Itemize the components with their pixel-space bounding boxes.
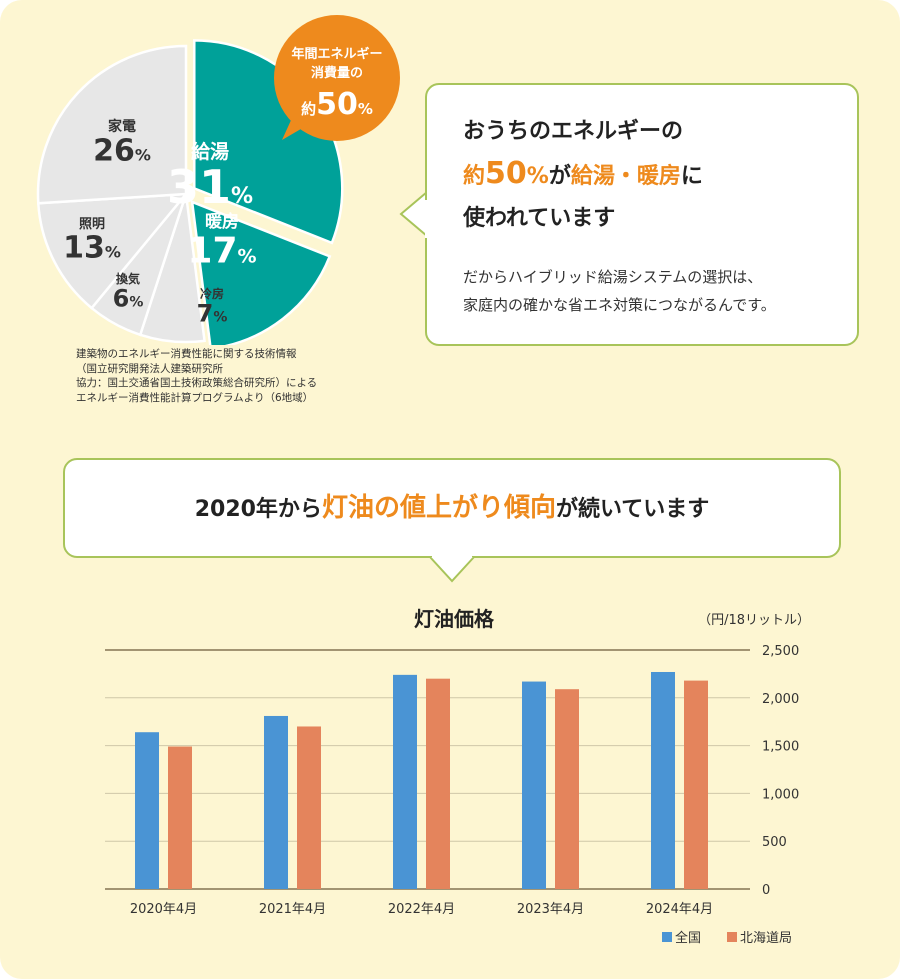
bar-hokkaido xyxy=(297,726,321,889)
source-note: 建築物のエネルギー消費性能に関する技術情報 （国立研究開発法人建築研究所 協力：… xyxy=(76,348,318,404)
x-tick-label: 2023年4月 xyxy=(517,902,584,917)
bar-national xyxy=(393,674,417,889)
x-tick-label: 2021年4月 xyxy=(259,902,326,917)
pie-slice-value: 26% xyxy=(93,133,151,168)
legend-swatch-hokkaido xyxy=(727,932,737,942)
energy-callout: おうちのエネルギーの 約50%が給湯・暖房に 使われています だからハイブリッド… xyxy=(425,83,859,346)
callout1-body-line2: 家庭内の確かな省エネ対策につながるんです。 xyxy=(463,296,776,314)
chart-title: 灯油価格 xyxy=(414,607,495,631)
pie-slice-label: 給湯 xyxy=(191,140,229,163)
callout1-line3: 使われています xyxy=(463,206,616,231)
energy-badge: 年間エネルギー 消費量の 約50% xyxy=(274,15,400,141)
badge-prefix: 約 xyxy=(301,100,316,118)
callout1-pointer-mask xyxy=(425,200,429,238)
pie-slice xyxy=(190,199,332,345)
pie-slice-value: 7% xyxy=(197,300,228,328)
pie-slice-label: 暖房 xyxy=(205,211,239,232)
legend-label-hokkaido: 北海道局 xyxy=(740,931,792,946)
badge-line1: 年間エネルギー xyxy=(291,46,382,62)
y-tick-label: 0 xyxy=(762,883,770,898)
pie-slice-label: 換気 xyxy=(116,271,140,286)
bar-hokkaido xyxy=(684,680,708,889)
callout2-pointer xyxy=(429,555,475,583)
kerosene-callout: 2020年から灯油の値上がり傾向が続いています xyxy=(63,458,841,558)
chart-legend: 全国 北海道局 xyxy=(662,930,792,946)
bar-national xyxy=(264,715,288,889)
pie-slice xyxy=(36,44,188,205)
callout2-text: 2020年から灯油の値上がり傾向が続いています xyxy=(194,493,710,523)
chart-bars xyxy=(135,671,708,889)
x-tick-label: 2020年4月 xyxy=(130,902,197,917)
pie-slice-label: 照明 xyxy=(79,217,105,232)
svg-text:約50%: 約50% xyxy=(301,87,373,122)
x-tick-label: 2022年4月 xyxy=(388,902,455,917)
badge-line2: 消費量の xyxy=(311,65,363,81)
bar-hokkaido xyxy=(168,746,192,889)
chart-x-labels: 2020年4月 2021年4月 2022年4月 2023年4月 2024年4月 xyxy=(130,902,713,917)
pie-slice-label: 冷房 xyxy=(200,286,224,301)
legend-label-national: 全国 xyxy=(675,930,701,946)
callout1-pointer xyxy=(399,191,428,237)
callout1-line2: 約50%が給湯・暖房に xyxy=(463,156,703,191)
badge-unit: % xyxy=(358,100,373,118)
callout1-heading: おうちのエネルギーの 約50%が給湯・暖房に 使われています xyxy=(463,115,703,236)
badge-value: 50 xyxy=(316,87,358,122)
y-tick-label: 1,000 xyxy=(762,787,799,802)
bar-national xyxy=(651,671,675,889)
callout1-body: だからハイブリッド給湯システムの選択は、 家庭内の確かな省エネ対策につながるんで… xyxy=(463,263,776,319)
bar-hokkaido xyxy=(555,689,579,889)
callout1-line1: おうちのエネルギーの xyxy=(463,119,684,144)
pie-slice-value: 6% xyxy=(113,285,144,313)
chart-unit-label: （円/18リットル） xyxy=(698,613,810,628)
pie-slice-value: 31% xyxy=(167,160,253,214)
bar-national xyxy=(135,732,159,889)
x-tick-label: 2024年4月 xyxy=(646,902,713,917)
pie-slice-value: 13% xyxy=(63,230,121,265)
chart-y-labels: 0 500 1,000 1,500 2,000 2,500 xyxy=(762,644,799,898)
legend-swatch-national xyxy=(662,932,672,942)
pie-slice xyxy=(36,192,189,310)
chart-grid xyxy=(105,649,750,890)
y-tick-label: 2,500 xyxy=(762,644,799,659)
pie-slice-value: 17% xyxy=(187,230,256,271)
y-tick-label: 1,500 xyxy=(762,740,799,755)
callout1-body-line1: だからハイブリッド給湯システムの選択は、 xyxy=(463,268,763,286)
y-tick-label: 2,000 xyxy=(762,692,799,707)
bar-hokkaido xyxy=(426,678,450,889)
pie-slice-label: 家電 xyxy=(108,118,136,135)
y-tick-label: 500 xyxy=(762,835,787,850)
bar-national xyxy=(522,681,546,889)
